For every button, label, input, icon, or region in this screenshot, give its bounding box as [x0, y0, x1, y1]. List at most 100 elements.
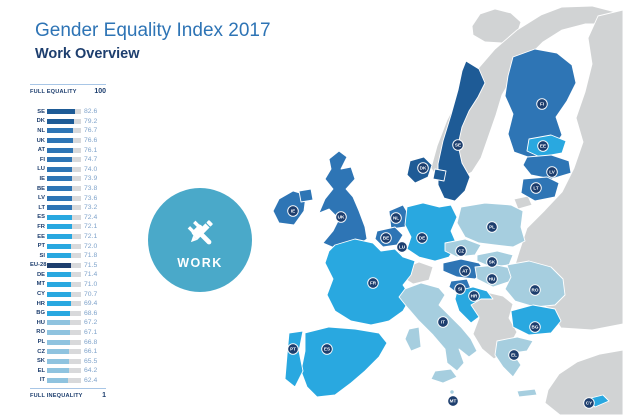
- score-value: 71.5: [84, 261, 98, 269]
- map-country-norway: [430, 5, 616, 181]
- score-value: 72.1: [84, 233, 98, 241]
- score-value: 72.1: [84, 223, 98, 231]
- map-label-text: FI: [540, 102, 544, 107]
- map-label-text: HR: [471, 294, 478, 299]
- score-value: 76.7: [84, 127, 98, 135]
- score-bar-track: [47, 205, 81, 211]
- chart-row: SE 82.6: [30, 107, 106, 117]
- eu-member-states: [272, 48, 610, 408]
- score-value: 62.4: [84, 376, 98, 384]
- score-bar-fill: [47, 186, 73, 192]
- map-label-circle: [287, 343, 299, 355]
- map-label-text: DK: [420, 166, 427, 171]
- wrench-pencil-icon: [187, 219, 213, 244]
- score-bar-fill: [47, 176, 73, 182]
- map-country-uk: [318, 150, 368, 250]
- map-label-be: BE: [380, 232, 392, 244]
- chart-row: ES 72.4: [30, 213, 106, 223]
- country-code-label: SI: [39, 252, 45, 259]
- map-label-text: EL: [511, 353, 517, 358]
- score-bar-track: [47, 301, 81, 307]
- full-equality-label: FULL EQUALITY: [30, 89, 77, 95]
- scale-min-value: 1: [102, 392, 106, 400]
- map-label-text: PT: [290, 347, 296, 352]
- score-bar-fill: [47, 310, 71, 316]
- chart-row: UK 76.6: [30, 136, 106, 146]
- score-bar-fill: [47, 358, 70, 364]
- score-bar-track: [47, 157, 81, 163]
- score-bar-fill: [47, 128, 74, 134]
- country-code-label: SE: [37, 108, 45, 115]
- scale-max-value: 100: [94, 88, 106, 95]
- map-label-circle: [417, 162, 429, 174]
- map-label-circle: [529, 284, 541, 296]
- map-label-text: NL: [393, 216, 399, 221]
- map-label-circle: [454, 283, 466, 295]
- score-bar-fill: [47, 166, 73, 172]
- map-country-lv: [522, 154, 572, 180]
- score-bar-fill: [47, 281, 72, 287]
- country-code-label: IT: [39, 377, 45, 384]
- score-value: 73.9: [84, 175, 98, 183]
- chart-row: IT 62.4: [30, 376, 106, 386]
- chart-row: NL 76.7: [30, 126, 106, 136]
- score-bar-fill: [47, 349, 70, 355]
- map-label-lt: LT: [530, 182, 542, 194]
- map-label-text: UK: [338, 215, 345, 220]
- map-country-dk-island: [432, 168, 447, 182]
- map-label-at: AT: [459, 265, 471, 277]
- map-label-text: IT: [441, 320, 445, 325]
- score-bar-track: [47, 176, 81, 182]
- score-bar-fill: [47, 377, 69, 383]
- score-bar-track: [47, 234, 81, 240]
- score-bar-fill: [47, 157, 73, 163]
- score-value: 64.2: [84, 367, 98, 375]
- country-code-label: HR: [36, 300, 45, 307]
- country-code-label: ES: [37, 214, 45, 221]
- map-label-circle: [452, 139, 464, 151]
- score-value: 79.2: [84, 117, 98, 125]
- map-label-fr: FR: [367, 277, 379, 289]
- map-label-text: LU: [399, 245, 406, 250]
- map-label-text: PL: [489, 225, 495, 230]
- country-code-label: FI: [39, 156, 45, 163]
- map-label-circle: [508, 349, 520, 361]
- page-subtitle: Work Overview: [35, 46, 140, 62]
- score-bar-track: [47, 147, 81, 153]
- score-bar-fill: [47, 291, 72, 297]
- map-label-circle: [367, 277, 379, 289]
- chart-row: LV 73.6: [30, 193, 106, 203]
- map-label-circle: [396, 241, 408, 253]
- score-bar-fill: [47, 253, 72, 259]
- map-country-es: [300, 326, 388, 398]
- score-value: 73.2: [84, 204, 98, 212]
- score-bar-track: [47, 118, 81, 124]
- map-label-text: CY: [586, 401, 592, 406]
- country-code-label: DK: [36, 118, 45, 125]
- map-country-kaliningrad: [513, 195, 533, 210]
- country-code-label: FR: [37, 223, 45, 230]
- map-label-circle: [437, 316, 449, 328]
- map-label-text: BG: [532, 325, 539, 330]
- map-label-text: SI: [458, 287, 462, 292]
- map-label-hr: HR: [468, 290, 480, 302]
- map-label-ee: EE: [537, 140, 549, 152]
- map-label-pl: PL: [486, 221, 498, 233]
- score-bar-track: [47, 329, 81, 335]
- map-country-ro: [504, 260, 566, 308]
- map-label-el: EL: [508, 349, 520, 361]
- score-bar-fill: [47, 320, 70, 326]
- map-label-text: EE: [540, 144, 546, 149]
- map-label-circle: [321, 343, 333, 355]
- map-label-pt: PT: [287, 343, 299, 355]
- score-value: 72.0: [84, 242, 98, 250]
- score-value: 67.2: [84, 319, 98, 327]
- map-label-circle: [416, 232, 428, 244]
- map-label-es: ES: [321, 343, 333, 355]
- chart-row: BE 73.8: [30, 184, 106, 194]
- score-value: 76.6: [84, 137, 98, 145]
- chart-row: LT 73.2: [30, 203, 106, 213]
- country-code-label: RO: [36, 329, 45, 336]
- map-label-circle: [583, 397, 595, 409]
- score-bar-track: [47, 262, 81, 268]
